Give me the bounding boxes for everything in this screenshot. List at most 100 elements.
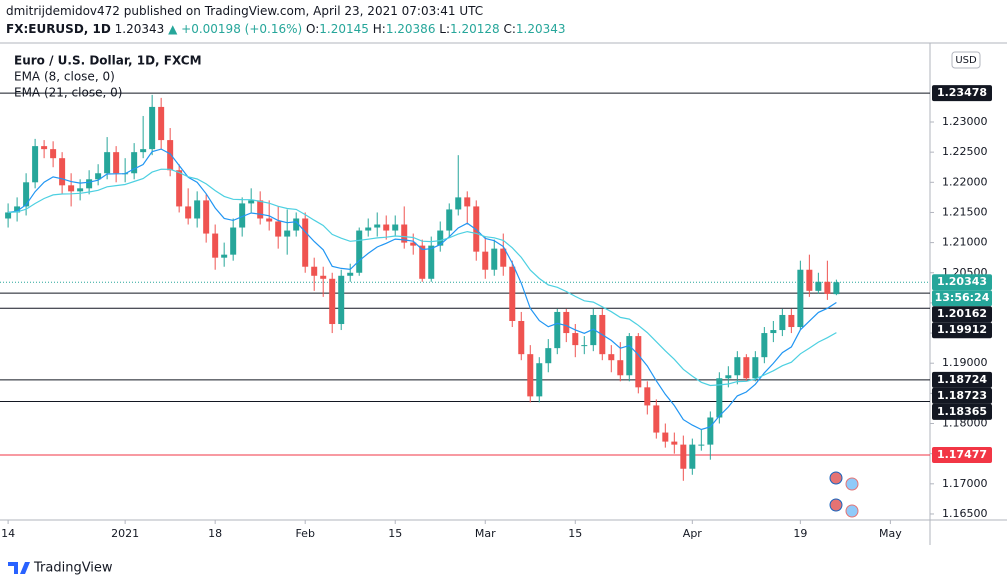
price-label-box [932, 403, 992, 420]
symbol: FX:EURUSD, 1D [6, 22, 111, 36]
candle-body [518, 320, 525, 355]
candle-body [491, 248, 498, 270]
x-tick-label: 15 [388, 527, 402, 540]
candle-body [221, 254, 228, 258]
candle-body [401, 224, 408, 243]
candle-body [32, 146, 39, 183]
candle-body [266, 218, 273, 222]
candle-body [500, 248, 507, 267]
candle-body [734, 357, 741, 376]
candle-body [761, 333, 768, 358]
candle-body [788, 314, 795, 328]
candle-body [698, 444, 705, 446]
price-label-box [932, 371, 992, 388]
x-tick-label: 2021 [111, 527, 139, 540]
currency-label: USD [955, 55, 977, 66]
l-label: L: [439, 22, 451, 36]
x-tick-label: Apr [683, 527, 703, 540]
x-tick-label: 15 [568, 527, 582, 540]
candle-body [212, 233, 219, 258]
c-value: 1.20343 [515, 22, 566, 36]
candle-body [329, 278, 336, 325]
candle-body [77, 188, 84, 192]
footer-text: TradingView [33, 561, 113, 576]
y-tick-label: 1.22500 [942, 145, 988, 158]
candle-body [14, 206, 21, 213]
candle-body [779, 314, 786, 331]
candle-body [671, 441, 678, 445]
candle-body [545, 348, 552, 364]
candle-body [347, 272, 354, 276]
candle-body [230, 227, 237, 255]
candle-body [5, 212, 12, 219]
y-tick-label: 1.23000 [942, 115, 988, 128]
candle-body [374, 224, 381, 228]
symbol-line: FX:EURUSD, 1D 1.20343 ▲ +0.00198 (+0.16%… [6, 22, 566, 36]
candle-body [104, 152, 111, 174]
candle-body [428, 245, 435, 279]
price-label: 13:56:24 [935, 291, 990, 304]
event-flag [829, 471, 843, 485]
candle-body [284, 230, 291, 237]
candle-body [662, 432, 669, 442]
currency-button [951, 51, 981, 69]
candle-body [770, 330, 777, 334]
legend-entry: EMA (8, close, 0) [14, 70, 115, 84]
candle-body [149, 106, 156, 150]
candle-body [95, 173, 102, 180]
candle-body [824, 281, 831, 294]
y-tick-label: 1.17000 [942, 477, 988, 490]
logo [8, 562, 30, 574]
ema-line [8, 148, 837, 431]
x-tick-label: Feb [295, 527, 314, 540]
price-label-box [932, 306, 992, 323]
candle-body [320, 275, 327, 279]
candle-body [446, 209, 453, 231]
candle-body [527, 354, 534, 397]
candle-body [194, 200, 201, 219]
price: 1.20343 [114, 22, 165, 36]
candle-body [383, 224, 390, 231]
price-label: 1.18724 [937, 373, 987, 386]
candle-body [248, 200, 255, 204]
y-tick-label: 1.19000 [942, 356, 988, 369]
candle-body [311, 266, 318, 276]
candle-body [293, 218, 300, 231]
change: ▲ +0.00198 (+0.16%) [168, 22, 303, 36]
publish-line: dmitrijdemidov472 published on TradingVi… [6, 4, 484, 18]
o-label: O: [306, 22, 320, 36]
candle-body [167, 140, 174, 171]
legend-entry: EMA (21, close, 0) [14, 86, 122, 100]
price-label: 1.19912 [937, 323, 987, 336]
candle-body [743, 357, 750, 379]
x-tick-label: 18 [208, 527, 222, 540]
price-label: 1.17477 [937, 448, 987, 461]
candle-body [707, 417, 714, 445]
candle-body [644, 387, 651, 406]
candle-body [158, 106, 165, 141]
candle-body [752, 357, 759, 379]
candle-body [482, 251, 489, 270]
candle-body [455, 197, 462, 210]
candle-body [113, 152, 120, 174]
event-flag [829, 498, 843, 512]
price-label: 1.20162 [937, 307, 987, 320]
candle-body [608, 354, 615, 361]
candle-body [68, 185, 75, 192]
candle-body [509, 266, 516, 321]
price-label-box [932, 447, 992, 464]
ema-line [8, 168, 837, 387]
l-value: 1.20128 [450, 22, 500, 36]
price-label: 1.18365 [937, 405, 987, 418]
price-label-box [932, 290, 992, 307]
candle-body [23, 182, 30, 207]
candle-body [653, 405, 660, 433]
price-label-box [932, 85, 992, 102]
candle-body [410, 242, 417, 246]
price-label-box [932, 274, 992, 291]
candle-body [617, 360, 624, 376]
candle-body [581, 345, 588, 347]
candle-body [680, 444, 687, 469]
candle-body [257, 200, 264, 219]
